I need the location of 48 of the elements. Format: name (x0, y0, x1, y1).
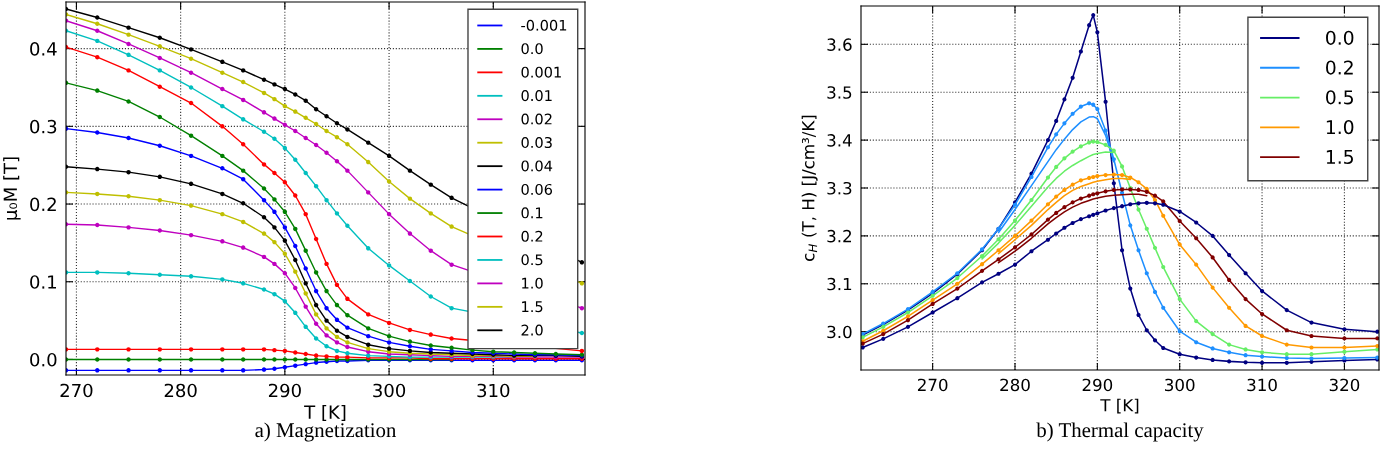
legend-label: -0.001 (521, 19, 567, 31)
x-tick-label: 270 (60, 383, 93, 398)
legend-label: 0.2 (1326, 60, 1353, 75)
y-tick-label: 3.4 (827, 134, 852, 147)
legend-label: 1.5 (522, 301, 543, 313)
y-tick-label: 0.0 (30, 352, 57, 367)
y-tick-label: 0.2 (30, 197, 56, 212)
x-axis-title: T [K] (304, 404, 346, 422)
x-tick-label: 310 (1247, 378, 1277, 392)
y-axis-title: μ₀M [T] (3, 157, 21, 220)
x-tick-label: 300 (1165, 378, 1195, 392)
text: b) Thermal capacity (1036, 422, 1204, 442)
legend-label: 0.5 (1326, 90, 1353, 105)
legend-label: 0.0 (1326, 30, 1354, 45)
x-tick-label: 290 (268, 383, 301, 398)
x-tick-label: 280 (1000, 378, 1030, 392)
x-tick-label: 290 (1082, 378, 1113, 392)
legend-label: 1.0 (1326, 120, 1354, 135)
x-axis-title: T [K] (1100, 398, 1139, 414)
y-tick-label: 0.3 (30, 119, 57, 134)
text: a) Magnetization (255, 422, 397, 442)
y-tick-label: 3.0 (827, 325, 852, 339)
y-tick-label: 3.5 (827, 86, 852, 99)
legend-label: 0.2 (521, 230, 543, 242)
x-tick-label: 310 (477, 383, 510, 398)
y-tick-label: 3.6 (827, 38, 852, 51)
y-tick-label: 0.1 (30, 275, 56, 289)
y-tick-label: 0.4 (30, 42, 57, 56)
legend-label: 0.1 (521, 207, 543, 219)
x-tick-label: 270 (917, 378, 948, 392)
legend-label: 0.03 (521, 136, 552, 149)
x-tick-label: 300 (373, 383, 406, 398)
y-tick-label: 3.2 (827, 229, 851, 243)
legend-label: 1.0 (522, 277, 543, 289)
legend-label: 0.0 (521, 43, 543, 55)
legend-label: 0.01 (521, 90, 552, 102)
legend-label: 2.0 (521, 324, 543, 336)
legend-label: 0.06 (521, 183, 553, 195)
legend-label: 0.001 (521, 66, 561, 78)
legend-label: 0.02 (521, 113, 552, 125)
legend-label: 0.5 (521, 254, 543, 266)
y-tick-label: 3.3 (827, 181, 852, 195)
x-tick-label: 320 (1329, 378, 1360, 392)
legend-label: 0.04 (521, 160, 553, 172)
y-axis-title: c$_{H}$ (T, H) [J/cm³/K] (801, 115, 818, 261)
x-tick-label: 280 (164, 383, 197, 398)
legend-label: 1.5 (1326, 150, 1353, 164)
y-tick-label: 3.1 (827, 277, 852, 291)
